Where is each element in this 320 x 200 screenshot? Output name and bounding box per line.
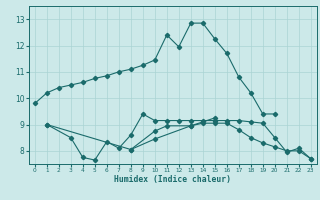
X-axis label: Humidex (Indice chaleur): Humidex (Indice chaleur) <box>114 175 231 184</box>
